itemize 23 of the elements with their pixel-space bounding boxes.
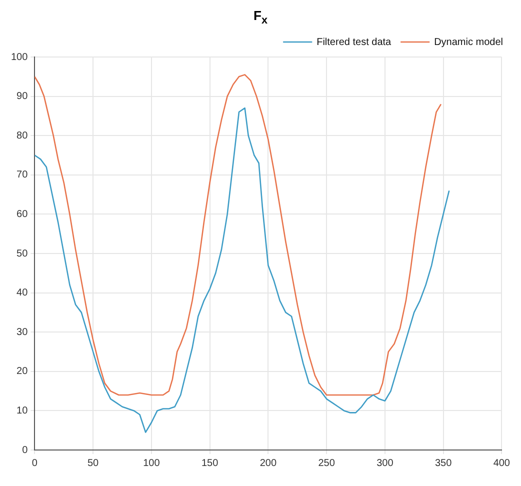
x-tick-label: 350	[434, 457, 452, 468]
x-tick-label: 250	[318, 457, 336, 468]
y-tick-label: 70	[16, 169, 28, 180]
y-tick-label: 40	[16, 287, 28, 298]
x-tick-label: 100	[143, 457, 160, 468]
x-tick-label: 300	[376, 457, 394, 468]
y-tick-label: 10	[16, 405, 28, 416]
legend-label: Dynamic model	[434, 36, 504, 48]
x-tick-label: 50	[87, 457, 100, 468]
y-tick-label: 100	[10, 51, 28, 62]
legend-label: Filtered test data	[316, 36, 392, 48]
y-tick-label: 90	[16, 90, 28, 102]
x-tick-label: 400	[493, 457, 510, 468]
chart-title: F$_{x}$	[252, 8, 268, 27]
x-tick-label: 150	[201, 457, 219, 468]
x-tick-label: 0	[32, 457, 38, 468]
y-tick-label: 0	[22, 444, 28, 456]
y-tick-label: 50	[16, 248, 28, 259]
y-tick-label: 80	[16, 130, 28, 141]
y-tick-label: 20	[16, 366, 28, 377]
x-tick-label: 200	[260, 457, 277, 468]
y-tick-label: 60	[16, 208, 28, 220]
y-tick-label: 30	[16, 326, 28, 338]
